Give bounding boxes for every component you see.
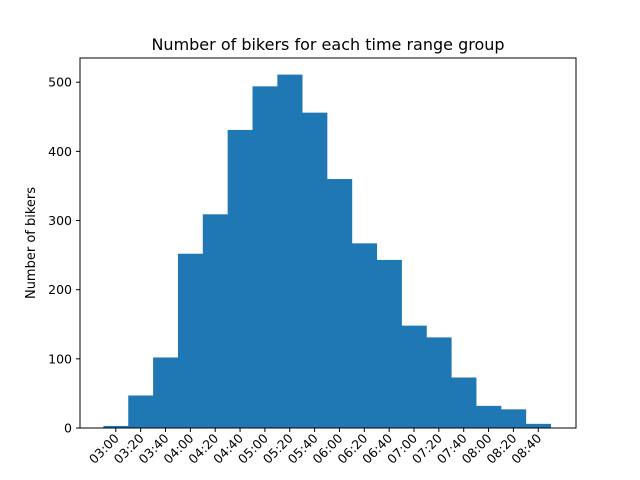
bar-05:40 — [302, 112, 328, 428]
bar-08:00 — [476, 405, 502, 428]
y-axis-ticks: 0 100 200 300 400 500 — [48, 75, 80, 436]
bar-06:00 — [327, 179, 353, 428]
bar-03:20 — [128, 395, 154, 428]
y-tick-label: 400 — [48, 144, 72, 159]
bar-06:20 — [351, 243, 378, 428]
bar-05:20 — [277, 74, 303, 428]
bar-07:00 — [401, 325, 427, 428]
bar-08:40 — [525, 423, 551, 428]
y-tick-label: 300 — [48, 213, 72, 228]
y-tick-label: 100 — [48, 351, 72, 366]
y-tick-label: 500 — [48, 75, 72, 90]
bar-05:00 — [252, 86, 278, 429]
plot-frame — [79, 57, 577, 429]
bar-03:40 — [153, 357, 179, 428]
bar-04:40 — [227, 129, 253, 428]
bar-04:20 — [202, 214, 228, 428]
y-axis-label: Number of bikers — [24, 187, 39, 299]
bar-04:00 — [177, 253, 204, 428]
y-tick-label: 200 — [48, 282, 72, 297]
bar-07:20 — [426, 337, 452, 428]
chart-title: Number of bikers for each time range gro… — [151, 35, 504, 54]
bar-06:40 — [376, 259, 402, 428]
bars — [103, 74, 551, 429]
bar-03:00 — [103, 425, 129, 428]
bar-07:40 — [451, 377, 477, 428]
y-tick-label: 0 — [64, 421, 72, 436]
bar-08:20 — [501, 409, 527, 428]
x-axis-ticks: 03:0003:2003:4004:0004:2004:4005:0005:20… — [86, 428, 544, 467]
